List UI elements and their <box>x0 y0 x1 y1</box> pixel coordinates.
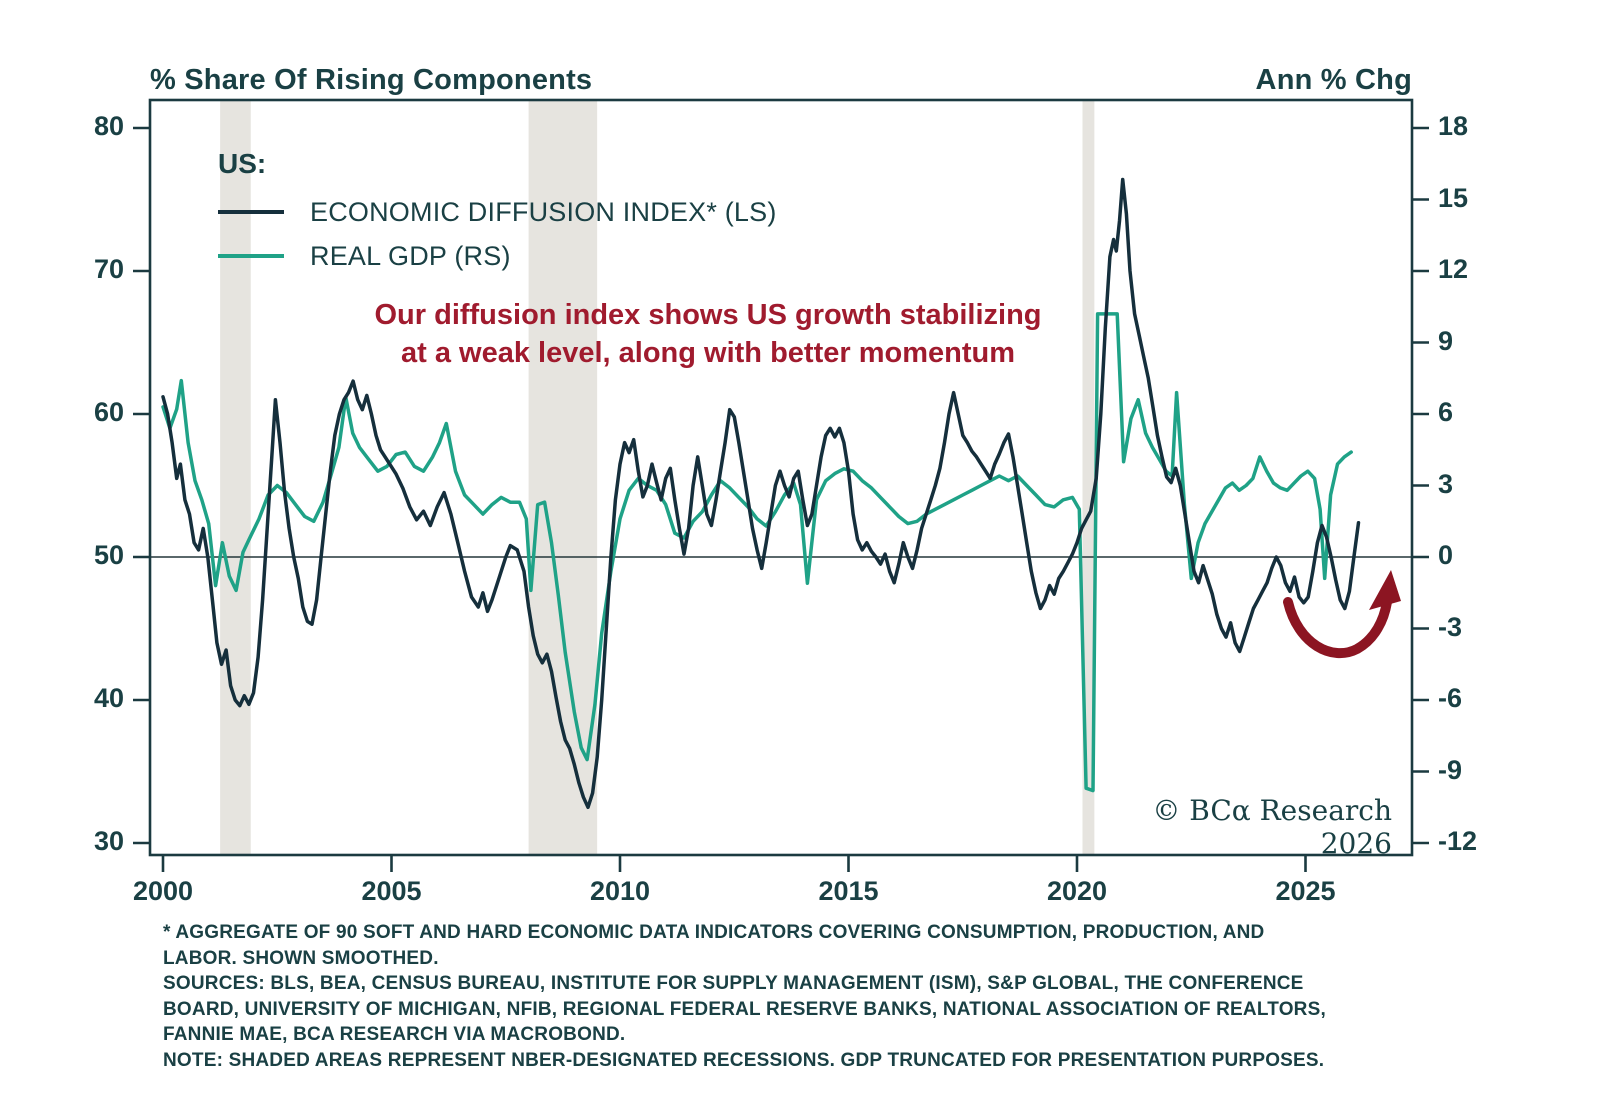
legend-item-real-gdp: REAL GDP (RS) <box>218 234 777 278</box>
footnote-line: SOURCES: BLS, BEA, CENSUS BUREAU, INSTIT… <box>163 973 1304 994</box>
footnote-line: BOARD, UNIVERSITY OF MICHIGAN, NFIB, REG… <box>163 998 1326 1020</box>
recession-band <box>1082 101 1095 854</box>
annotation-callout: Our diffusion index shows US growth stab… <box>355 296 1061 372</box>
footnote-line: FANNIE MAE, BCA RESEARCH VIA MACROBOND. <box>163 1024 626 1045</box>
legend-group-label: US: <box>218 148 267 179</box>
footnote-line: LABOR. SHOWN SMOOTHED. <box>163 947 439 969</box>
annotation-line-1: Our diffusion index shows US growth stab… <box>374 299 1042 331</box>
diffusion-index-line <box>161 177 1361 810</box>
right-axis-title: Ann % Chg <box>1255 64 1412 96</box>
footnote-line: * AGGREGATE OF 90 SOFT AND HARD ECONOMIC… <box>163 922 1265 943</box>
gdp-line-swatch <box>218 254 284 258</box>
legend-label-diffusion-index: ECONOMIC DIFFUSION INDEX* (LS) <box>310 196 777 227</box>
plot-frame <box>148 98 1414 857</box>
legend-item-diffusion-index: ECONOMIC DIFFUSION INDEX* (LS) <box>218 190 777 234</box>
recession-band <box>220 101 251 854</box>
legend: US: ECONOMIC DIFFUSION INDEX* (LS) REAL … <box>218 148 777 278</box>
legend-label-real-gdp: REAL GDP (RS) <box>310 240 511 271</box>
left-axis-title: % Share Of Rising Components <box>150 64 593 96</box>
momentum-arrow <box>1283 597 1392 659</box>
diffusion-line-swatch <box>218 210 284 214</box>
copyright-text: © BCα Research 2026 <box>1152 794 1392 860</box>
footnote-line: NOTE: SHADED AREAS REPRESENT NBER-DESIGN… <box>163 1049 1325 1071</box>
annotation-line-2: at a weak level, along with better momen… <box>401 337 1015 369</box>
momentum-arrow-head <box>1369 570 1401 610</box>
footnotes: * AGGREGATE OF 90 SOFT AND HARD ECONOMIC… <box>163 920 1326 1073</box>
